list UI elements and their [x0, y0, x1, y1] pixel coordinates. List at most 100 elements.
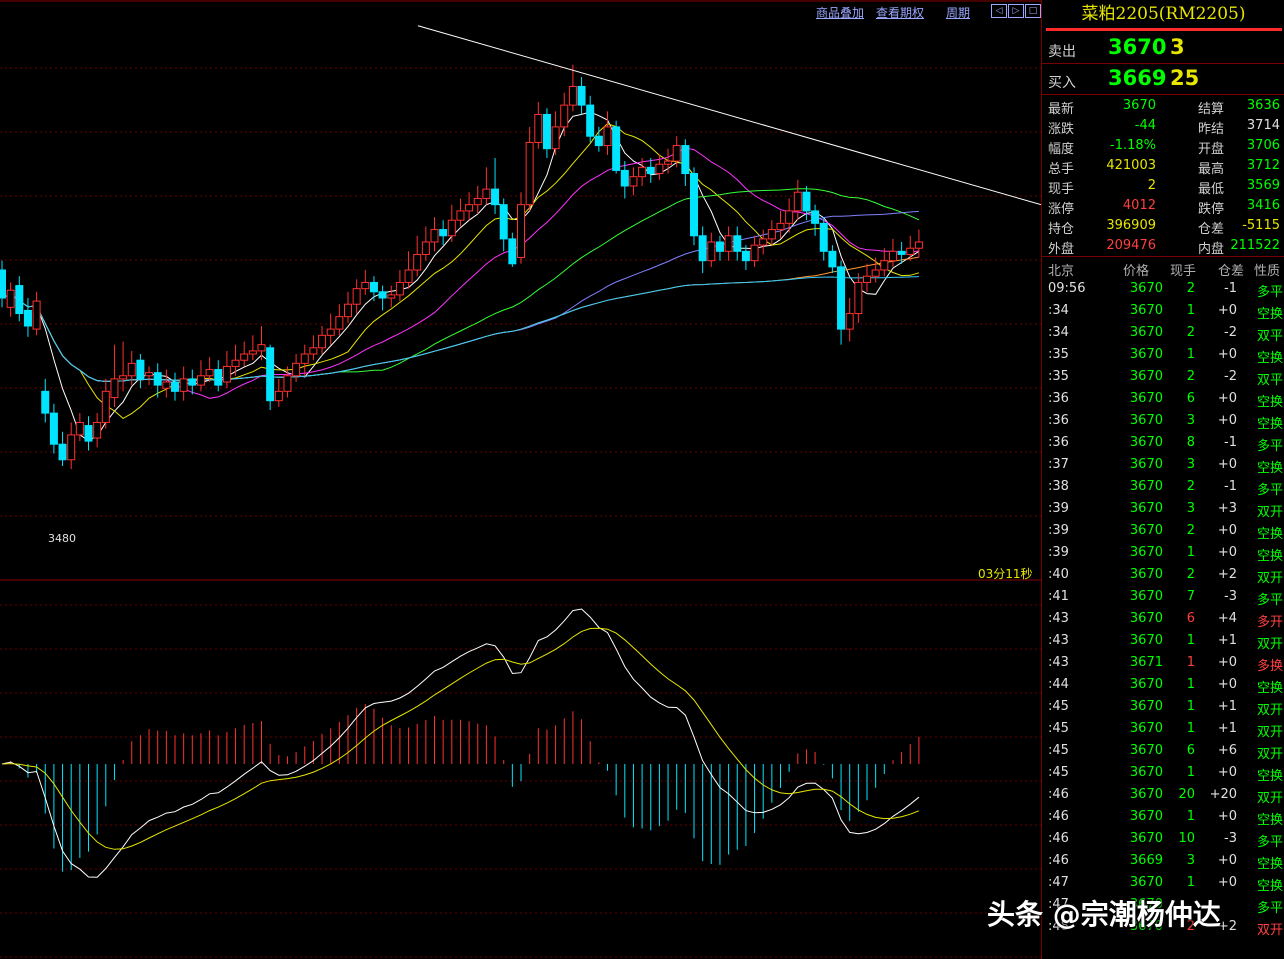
tick-volume: 6 — [1186, 391, 1195, 406]
tick-row[interactable]: :34 3670 1 +0 空换 — [1042, 300, 1284, 322]
kline-chart[interactable] — [0, 0, 1041, 959]
tick-row[interactable]: :35 3670 1 +0 空换 — [1042, 344, 1284, 366]
candle-body — [75, 421, 84, 436]
tick-time: :38 — [1048, 479, 1069, 494]
tick-change: +0 — [1217, 413, 1237, 428]
tick-price: 3670 — [1129, 281, 1163, 296]
tick-row[interactable]: :37 3670 3 +0 空换 — [1042, 454, 1284, 476]
tick-nature: 双开 — [1256, 923, 1283, 938]
tick-change: +0 — [1217, 809, 1237, 824]
tick-row[interactable]: :44 3670 1 +0 空换 — [1042, 674, 1284, 696]
candle-body — [413, 253, 422, 271]
tick-row[interactable]: :46 3670 10 -3 多平 — [1042, 828, 1284, 850]
tick-nature: 空换 — [1256, 395, 1283, 410]
sell-price: 3670 — [1108, 35, 1167, 59]
tick-price: 3670 — [1129, 391, 1163, 406]
tick-row[interactable]: :36 3670 8 -1 多平 — [1042, 432, 1284, 454]
tick-change: -1 — [1224, 281, 1237, 296]
tick-volume: 1 — [1186, 545, 1195, 560]
watermark: 头条 @宗潮杨仲达 — [987, 898, 1221, 931]
candle-body — [655, 163, 664, 175]
tick-row[interactable]: :39 3670 2 +0 空换 — [1042, 520, 1284, 542]
tick-row[interactable]: :43 3670 6 +4 多开 — [1042, 608, 1284, 630]
quote-value: 3569 — [1246, 178, 1280, 193]
period-button[interactable]: 周期 — [946, 6, 971, 20]
tick-row[interactable]: :36 3670 3 +0 空换 — [1042, 410, 1284, 432]
tick-price: 3670 — [1129, 325, 1163, 340]
options-button[interactable]: 查看期权 — [876, 6, 925, 20]
candle-body — [560, 104, 569, 128]
tick-row[interactable]: 09:56 3670 2 -1 多平 — [1042, 278, 1284, 300]
tick-row[interactable]: :39 3670 3 +3 双开 — [1042, 498, 1284, 520]
candle-body — [914, 241, 923, 249]
tick-time: :36 — [1048, 413, 1069, 428]
tick-nature: 空换 — [1256, 527, 1283, 542]
tick-row[interactable]: :40 3670 2 +2 双开 — [1042, 564, 1284, 586]
tick-volume: 2 — [1186, 281, 1195, 296]
nav-left-icon[interactable]: ◁ — [991, 4, 1007, 18]
tick-price: 3670 — [1129, 831, 1163, 846]
tick-volume: 2 — [1186, 919, 1195, 934]
tick-row[interactable]: :46 3670 1 +0 空换 — [1042, 806, 1284, 828]
quote-value: 3636 — [1246, 98, 1280, 113]
tick-nature: 双平 — [1256, 329, 1283, 344]
ma5-line — [1, 111, 920, 442]
tick-time: 09:56 — [1048, 281, 1086, 296]
tick-row[interactable]: :47 3670 1 +0 空换 — [1042, 872, 1284, 894]
tick-row[interactable]: :43 3670 1 +1 双开 — [1042, 630, 1284, 652]
tick-nature: 双开 — [1256, 791, 1283, 806]
candle-body — [698, 235, 707, 262]
tick-change: -1 — [1224, 435, 1237, 450]
tick-nature: 空换 — [1256, 351, 1283, 366]
quote-value: -44 — [1134, 118, 1156, 133]
nav-expand-icon[interactable]: □ — [1025, 4, 1041, 18]
tick-time: :34 — [1048, 303, 1069, 318]
candle-body — [222, 365, 231, 383]
tick-row[interactable]: :45 3670 6 +6 双开 — [1042, 740, 1284, 762]
tick-price: 3670 — [1129, 699, 1163, 714]
nav-right-icon[interactable]: ▷ — [1008, 4, 1024, 18]
tick-volume: 6 — [1186, 743, 1195, 758]
quote-row: 最新 3670 结算 3636 — [1042, 96, 1284, 117]
tick-nature: 双开 — [1256, 703, 1283, 718]
tick-nature: 空换 — [1256, 681, 1283, 696]
tick-row[interactable]: :47 3670 多平 — [1042, 894, 1284, 916]
candle-body — [845, 313, 854, 330]
tick-row[interactable]: :45 3670 1 +1 双开 — [1042, 718, 1284, 740]
tick-row[interactable]: :48 3670 2 +2 双开 — [1042, 916, 1284, 938]
tick-row[interactable]: :35 3670 2 -2 双平 — [1042, 366, 1284, 388]
quote-label: 内盘 — [1198, 242, 1225, 257]
quote-row: 现手 2 最低 3569 — [1042, 176, 1284, 197]
tick-row[interactable]: :43 3671 1 +0 多换 — [1042, 652, 1284, 674]
candle-body — [508, 238, 517, 265]
tick-row[interactable]: :46 3670 20 +20 双开 — [1042, 784, 1284, 806]
candle-body — [551, 126, 560, 150]
candle-body — [465, 204, 474, 212]
candle-body — [577, 85, 586, 106]
tick-row[interactable]: :45 3670 1 +0 空换 — [1042, 762, 1284, 784]
quote-label: 幅度 — [1048, 142, 1075, 157]
quote-label: 总手 — [1048, 162, 1075, 177]
overlay-button[interactable]: 商品叠加 — [816, 6, 865, 20]
candle-body — [664, 160, 673, 165]
tick-row[interactable]: :46 3669 3 +0 空换 — [1042, 850, 1284, 872]
tick-change: +0 — [1217, 303, 1237, 318]
tick-row[interactable]: :39 3670 1 +0 空换 — [1042, 542, 1284, 564]
tick-nature: 空换 — [1256, 879, 1283, 894]
tick-volume: 1 — [1186, 809, 1195, 824]
tick-row[interactable]: :36 3670 6 +0 空换 — [1042, 388, 1284, 410]
tick-row[interactable]: :41 3670 7 -3 多平 — [1042, 586, 1284, 608]
kline-chart-area[interactable]: 商品叠加 查看期权 周期 ◁ ▷ □ 3480 03分11秒 — [0, 0, 1041, 959]
candle-body — [612, 126, 621, 171]
tick-volume: 2 — [1186, 479, 1195, 494]
quote-label: 最新 — [1048, 102, 1075, 117]
tick-row[interactable]: :45 3670 1 +1 双开 — [1042, 696, 1284, 718]
tick-row[interactable]: :38 3670 2 -1 多平 — [1042, 476, 1284, 498]
tick-volume: 6 — [1186, 611, 1195, 626]
quote-value: 209476 — [1106, 238, 1156, 253]
tick-nature: 空换 — [1256, 769, 1283, 784]
tick-change: +0 — [1217, 457, 1237, 472]
tick-row[interactable]: :34 3670 2 -2 双平 — [1042, 322, 1284, 344]
candle-body — [283, 375, 292, 392]
tick-price: 3670 — [1129, 369, 1163, 384]
